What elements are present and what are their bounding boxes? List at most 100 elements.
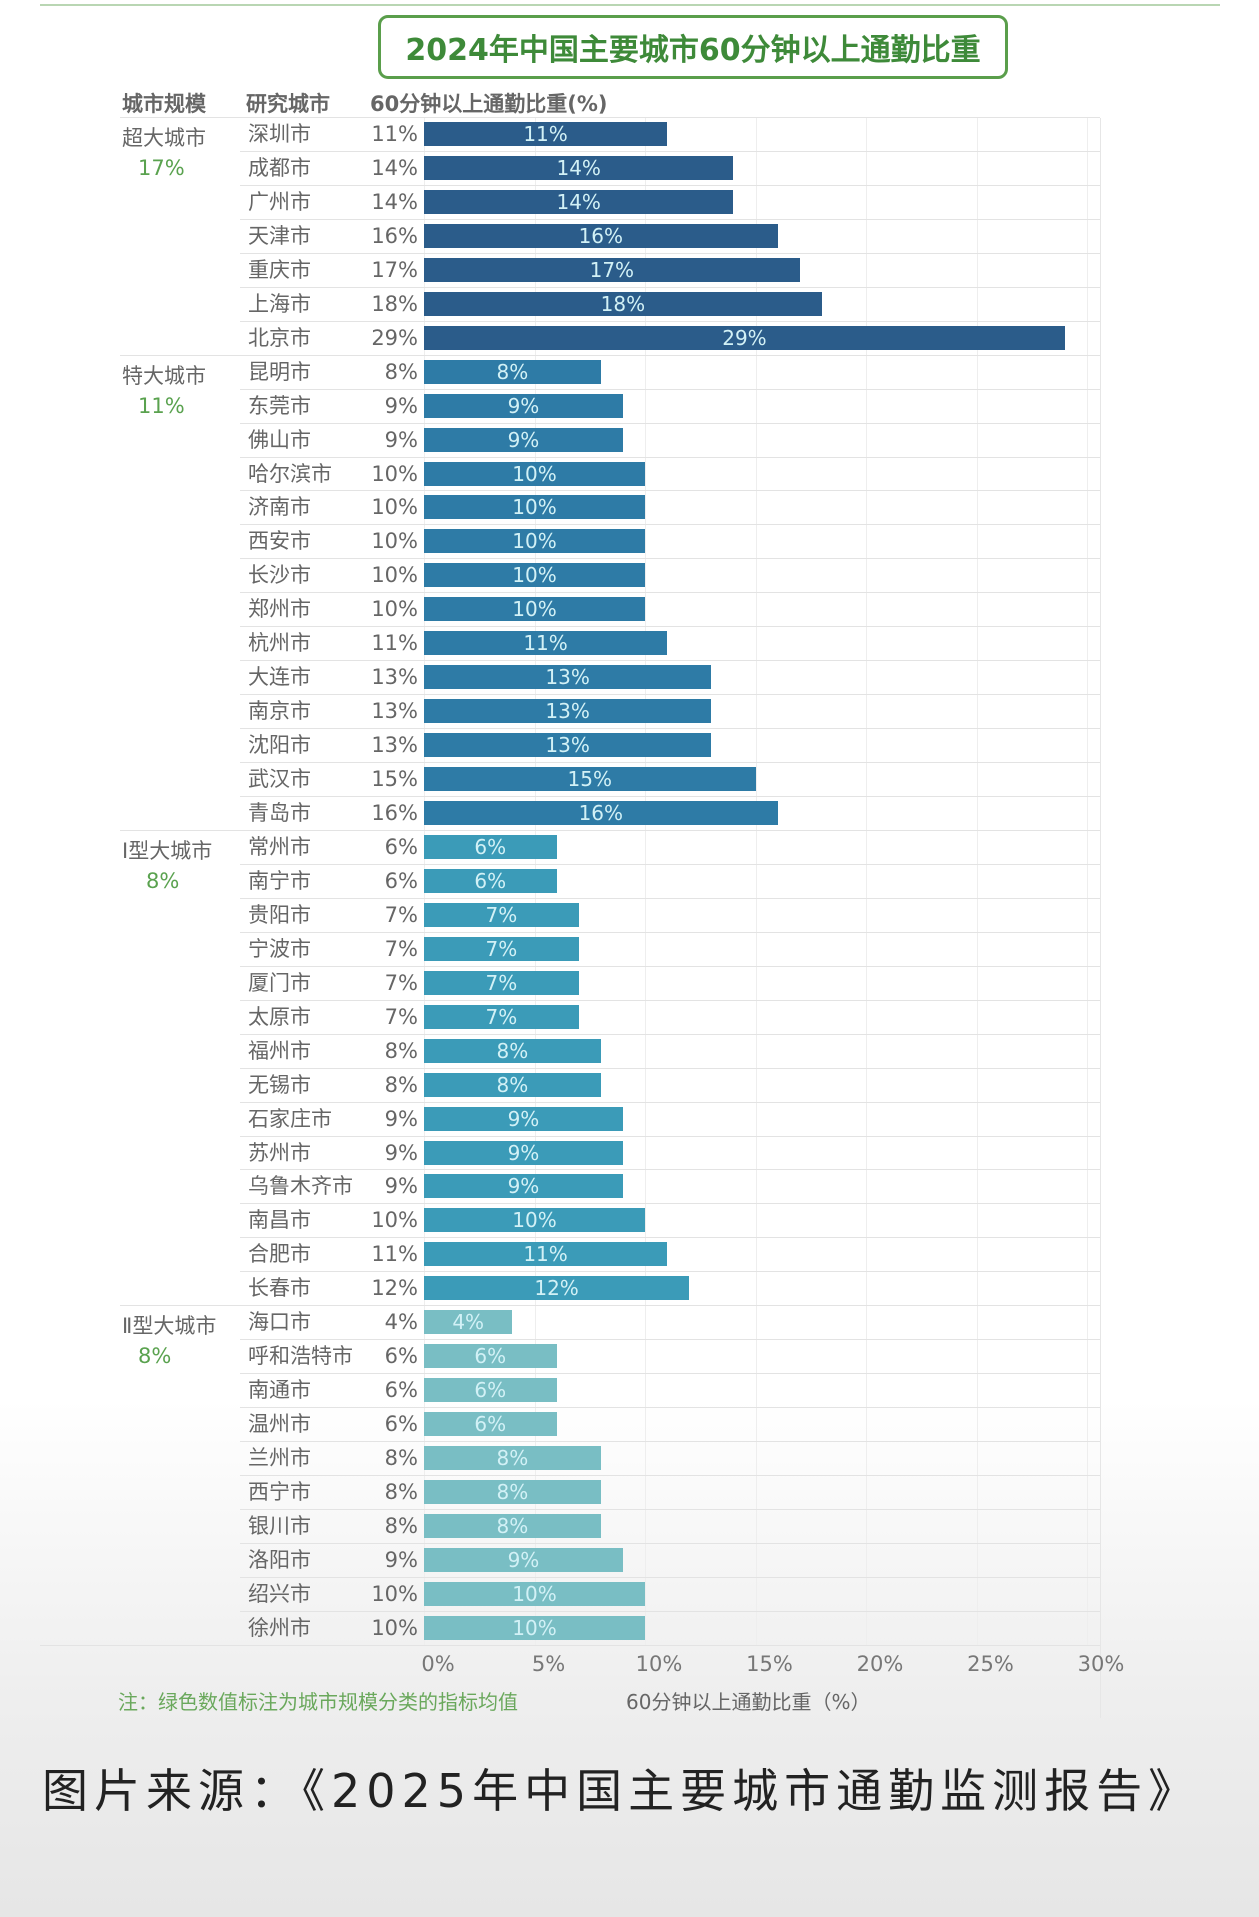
city-label: 长沙市 xyxy=(248,563,311,588)
value-label: 14% xyxy=(371,189,418,214)
row-separator xyxy=(240,1407,1100,1409)
bar: 9% xyxy=(424,427,623,452)
city-label: 温州市 xyxy=(248,1412,311,1437)
row-separator xyxy=(240,1475,1100,1476)
bar: 13% xyxy=(424,665,712,690)
bar: 6% xyxy=(424,834,557,859)
city-label: 合肥市 xyxy=(248,1242,311,1267)
bar: 8% xyxy=(424,1446,601,1471)
bar-data-label: 8% xyxy=(496,1513,529,1538)
group-average: 11% xyxy=(138,393,185,418)
bar-data-label: 9% xyxy=(507,1140,540,1165)
bar-data-label: 7% xyxy=(485,936,518,961)
value-label: 6% xyxy=(384,1412,418,1437)
bar: 17% xyxy=(424,257,800,282)
city-label: 长春市 xyxy=(248,1276,311,1301)
row-separator xyxy=(240,1542,1100,1544)
bar: 10% xyxy=(424,529,645,554)
bar-data-label: 13% xyxy=(545,733,590,758)
value-label: 7% xyxy=(384,1004,418,1029)
city-label: 太原市 xyxy=(248,1004,311,1029)
bar: 18% xyxy=(424,291,822,316)
header-city-scale: 城市规模 xyxy=(122,92,206,116)
bar-data-label: 7% xyxy=(485,1004,518,1029)
bar-row: 上海市 18% 18% xyxy=(0,287,1259,321)
row-separator xyxy=(240,524,1100,526)
bar-row: 洛阳市 9% 9% xyxy=(0,1543,1259,1577)
value-label: 11% xyxy=(371,631,418,656)
city-label: 广州市 xyxy=(248,189,311,214)
bar-data-label: 9% xyxy=(507,427,540,452)
city-label: 海口市 xyxy=(248,1310,311,1335)
bar-row: 天津市 16% 16% xyxy=(0,219,1259,253)
value-label: 10% xyxy=(371,495,418,520)
value-label: 10% xyxy=(371,529,418,554)
row-separator xyxy=(240,1101,1100,1103)
bar-data-label: 10% xyxy=(512,1208,557,1233)
row-separator xyxy=(240,184,1100,186)
bar-row: 哈尔滨市 10% 10% xyxy=(0,457,1259,491)
bar: 7% xyxy=(424,936,579,961)
row-separator xyxy=(240,728,1100,730)
bar: 10% xyxy=(424,495,645,520)
plot-border xyxy=(1100,118,1101,1718)
bar-row: 兰州市 8% 8% xyxy=(0,1441,1259,1475)
x-tick-label: 20% xyxy=(856,1652,904,1676)
bar-data-label: 11% xyxy=(523,631,568,656)
bar: 10% xyxy=(424,1615,645,1640)
x-tick-label: 0% xyxy=(421,1652,455,1676)
city-label: 哈尔滨市 xyxy=(248,461,332,486)
bar-row: 温州市 6% 6% xyxy=(0,1407,1259,1441)
bar: 10% xyxy=(424,597,645,622)
city-label: 石家庄市 xyxy=(248,1106,332,1131)
city-label: 银川市 xyxy=(248,1513,311,1538)
value-label: 11% xyxy=(371,1242,418,1267)
bar-row: 无锡市 8% 8% xyxy=(0,1068,1259,1102)
bar-row: 徐州市 10% 10% xyxy=(0,1611,1259,1645)
row-separator xyxy=(240,320,1100,322)
row-separator xyxy=(240,1610,1100,1612)
value-label: 7% xyxy=(384,902,418,927)
value-label: 10% xyxy=(371,597,418,622)
city-label: 南京市 xyxy=(248,699,311,724)
row-separator xyxy=(240,626,1100,628)
header-value: 60分钟以上通勤比重(%) xyxy=(370,92,608,116)
x-tick-label: 15% xyxy=(746,1652,793,1676)
bar-row: 银川市 8% 8% xyxy=(0,1509,1259,1543)
city-label: 南昌市 xyxy=(248,1208,311,1233)
bar: 10% xyxy=(424,563,645,588)
bar-data-label: 13% xyxy=(545,699,590,724)
value-label: 10% xyxy=(371,461,418,486)
row-separator xyxy=(240,456,1100,458)
row-separator xyxy=(240,1271,1100,1273)
row-separator xyxy=(240,897,1100,899)
bar-data-label: 11% xyxy=(523,1242,568,1267)
city-label: 北京市 xyxy=(248,325,311,350)
city-label: 南宁市 xyxy=(248,868,311,893)
value-label: 13% xyxy=(371,733,418,758)
row-separator xyxy=(240,490,1100,492)
bar: 7% xyxy=(424,1004,579,1029)
value-label: 16% xyxy=(371,801,418,825)
bar-data-label: 6% xyxy=(474,1378,507,1403)
city-label: 绍兴市 xyxy=(248,1581,311,1606)
value-label: 10% xyxy=(371,1208,418,1233)
bar: 13% xyxy=(424,733,712,758)
bar: 8% xyxy=(424,1072,601,1097)
row-separator xyxy=(240,931,1100,933)
row-separator xyxy=(240,1169,1100,1171)
bar: 8% xyxy=(424,359,601,384)
row-separator xyxy=(240,150,1100,152)
bar-data-label: 16% xyxy=(578,801,624,825)
row-separator xyxy=(240,1237,1100,1239)
bar: 13% xyxy=(424,699,712,724)
row-separator xyxy=(240,694,1100,696)
bar: 9% xyxy=(424,393,623,418)
value-label: 14% xyxy=(371,155,418,180)
axis-baseline xyxy=(40,1644,1100,1646)
chart-title: 2024年中国主要城市60分钟以上通勤比重 xyxy=(378,15,1008,79)
bar-data-label: 11% xyxy=(523,122,568,146)
value-label: 9% xyxy=(384,393,418,418)
bar-row: 太原市 7% 7% xyxy=(0,1000,1259,1034)
value-label: 13% xyxy=(371,665,418,690)
